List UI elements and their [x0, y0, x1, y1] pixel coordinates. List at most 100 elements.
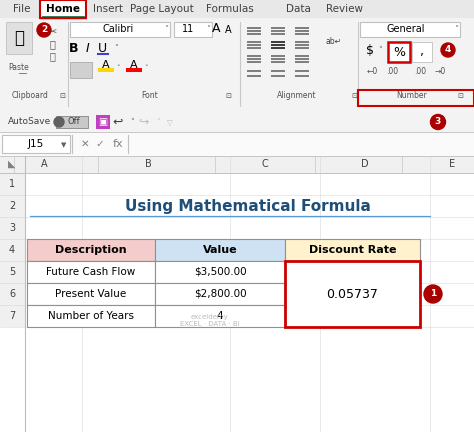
Text: ⊡: ⊡ [59, 93, 65, 99]
Bar [70, 22, 170, 37]
Bar [155, 261, 285, 283]
Text: Page Layout: Page Layout [130, 4, 194, 14]
Text: ab↵: ab↵ [326, 38, 342, 47]
Bar [360, 22, 460, 37]
Text: Data: Data [285, 4, 310, 14]
Text: ,: , [420, 45, 424, 58]
Bar [40, 0, 86, 19]
Bar [295, 30, 309, 32]
Bar [271, 30, 285, 32]
Bar [155, 283, 285, 305]
Bar [271, 58, 285, 60]
Bar [0, 217, 25, 239]
Text: 11: 11 [182, 25, 194, 35]
Text: ˅: ˅ [114, 44, 118, 53]
Text: Font: Font [142, 92, 158, 101]
Bar [295, 27, 309, 29]
Bar [247, 55, 261, 57]
Bar [247, 47, 261, 48]
Text: Discount Rate: Discount Rate [309, 245, 396, 255]
Bar [0, 132, 474, 156]
Text: ⊡: ⊡ [457, 93, 463, 99]
Bar [271, 47, 285, 48]
Bar [295, 33, 309, 35]
Bar [126, 68, 142, 72]
Bar [247, 41, 261, 42]
Bar [412, 42, 432, 62]
Bar [271, 27, 285, 29]
Text: ↩: ↩ [113, 115, 123, 128]
Text: U: U [98, 41, 107, 54]
Bar [247, 58, 261, 60]
Text: Clipboard: Clipboard [11, 92, 48, 101]
Bar [98, 68, 114, 72]
Text: ▼: ▼ [61, 142, 67, 148]
Bar [0, 18, 474, 110]
Text: Using Mathematical Formula: Using Mathematical Formula [125, 198, 371, 213]
Bar [27, 261, 155, 283]
Bar [271, 41, 285, 42]
Text: ˅: ˅ [116, 65, 120, 71]
Text: ˅: ˅ [144, 65, 148, 71]
Text: 1: 1 [430, 289, 436, 299]
Text: Review: Review [327, 4, 364, 14]
Text: exceldemy
EXCEL · DATA · BI: exceldemy EXCEL · DATA · BI [180, 314, 240, 327]
Text: B: B [69, 41, 79, 54]
Bar [0, 156, 474, 173]
Text: $: $ [366, 44, 374, 57]
Text: 4: 4 [445, 45, 451, 54]
Text: ˅: ˅ [156, 118, 160, 127]
Bar [0, 112, 474, 132]
Text: $3,500.00: $3,500.00 [194, 267, 246, 277]
Text: Alignment: Alignment [277, 92, 317, 101]
Text: fx: fx [113, 139, 123, 149]
Text: 2: 2 [9, 201, 15, 211]
Text: Insert: Insert [93, 4, 123, 14]
Text: ◣: ◣ [8, 159, 16, 169]
Bar [247, 75, 261, 76]
Text: Description: Description [55, 245, 127, 255]
Text: 📋: 📋 [14, 29, 24, 47]
Text: 0.05737: 0.05737 [327, 288, 378, 301]
Text: 4: 4 [217, 311, 223, 321]
Bar [0, 156, 474, 432]
Bar [96, 115, 110, 129]
Text: 5: 5 [9, 267, 15, 277]
Text: Home: Home [46, 4, 80, 14]
Bar [295, 61, 309, 63]
Text: ✕: ✕ [81, 139, 90, 149]
Bar [0, 283, 25, 305]
Text: Number: Number [397, 92, 428, 101]
Text: Present Value: Present Value [55, 289, 127, 299]
Bar [388, 42, 410, 62]
Text: 1: 1 [9, 179, 15, 189]
Text: C: C [262, 159, 268, 169]
Text: Number of Years: Number of Years [48, 311, 134, 321]
Text: ˅: ˅ [378, 45, 382, 54]
Text: ←0: ←0 [366, 67, 378, 76]
Bar [295, 41, 309, 42]
Text: ˅: ˅ [164, 25, 168, 34]
Text: %: % [393, 45, 405, 58]
Text: ⬜: ⬜ [49, 51, 55, 61]
Text: File: File [13, 4, 31, 14]
Text: I: I [86, 41, 90, 54]
Bar [56, 116, 88, 128]
Bar [155, 239, 285, 261]
Bar [295, 55, 309, 57]
Text: ✓: ✓ [96, 139, 104, 149]
Circle shape [54, 117, 64, 127]
Bar [0, 195, 25, 217]
Text: A: A [130, 60, 138, 70]
Bar [295, 47, 309, 48]
Bar [295, 44, 309, 45]
Text: B: B [145, 159, 151, 169]
Circle shape [37, 23, 51, 37]
Bar [174, 22, 212, 37]
Bar [247, 70, 261, 72]
Bar [2, 135, 70, 153]
Bar [271, 70, 285, 72]
Text: E: E [449, 159, 455, 169]
Text: ˅: ˅ [130, 118, 134, 127]
Bar [247, 30, 261, 32]
